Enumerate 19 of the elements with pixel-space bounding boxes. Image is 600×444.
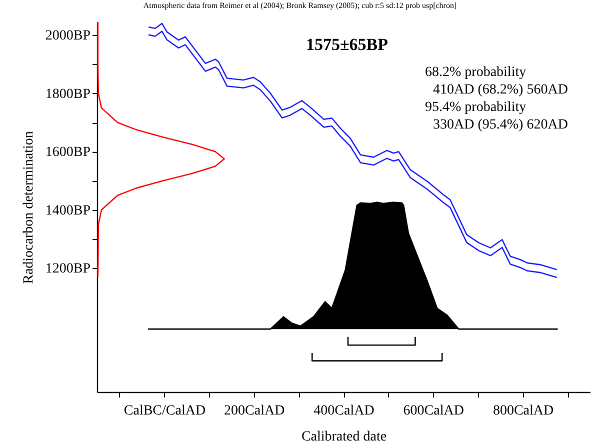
y-tick-label: 2000BP xyxy=(45,28,91,44)
annotation: 330AD (95.4%) 620AD xyxy=(433,118,568,132)
x-tick-label: 200CalAD xyxy=(224,404,285,418)
annotation: 95.4% probability xyxy=(425,100,526,115)
y-tick-label: 1400BP xyxy=(45,203,91,218)
x-tick-label: 800CalAD xyxy=(492,404,554,418)
y-tick-label: 1200BP xyxy=(45,262,91,277)
annotation: 68.2% probability xyxy=(425,65,526,80)
x-tick-label: 400CalAD xyxy=(314,404,374,418)
x-tick-label: 600CalAD xyxy=(403,404,464,418)
text: Atmospheric data from Reimer et al (2004); Bronk Ramsey (2005); cub r:5 sd:12 prob usp[chron] xyxy=(143,1,457,10)
x-tick-label: CalBC/CalAD xyxy=(124,404,206,418)
x-axis-title: Calibrated date xyxy=(301,430,387,444)
text: 1575±65BP xyxy=(306,35,388,54)
annotation: 410AD (68.2%) 560AD xyxy=(433,82,568,98)
y-tick-label: 1800BP xyxy=(45,86,91,102)
y-tick-label: 1600BP xyxy=(45,145,91,160)
y-axis-title: Radiocarbon determination xyxy=(21,131,36,284)
line-series xyxy=(97,22,225,278)
